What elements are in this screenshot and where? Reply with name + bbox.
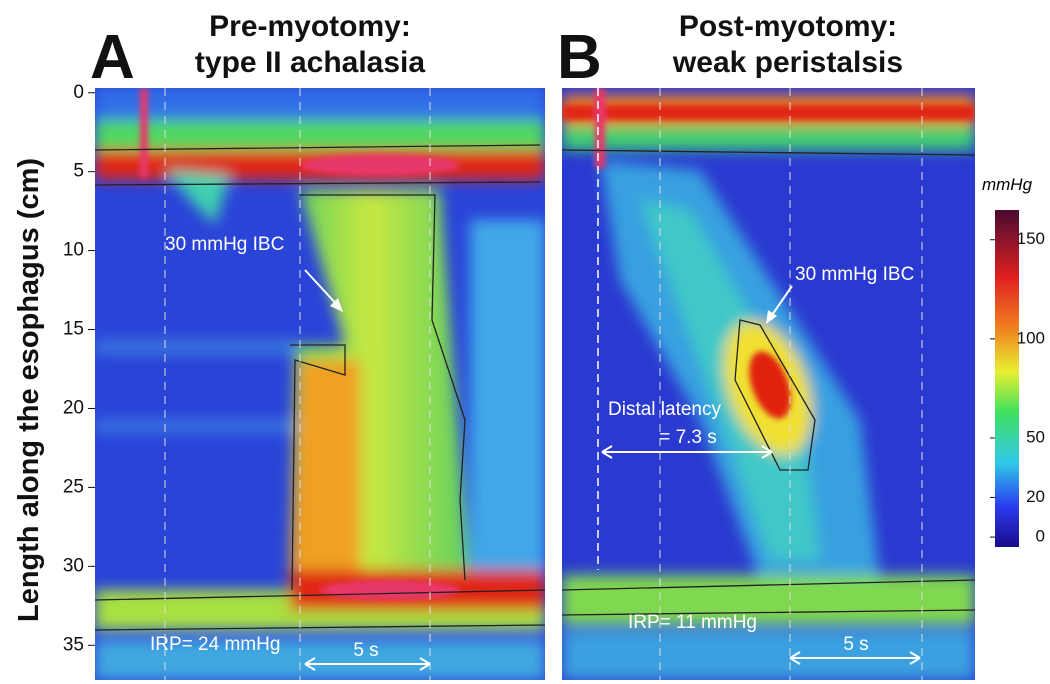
colorbar-tick-label: 100 <box>1017 328 1045 347</box>
y-axis-label: Length along the esophagus (cm) <box>13 158 45 622</box>
arrow <box>601 445 773 459</box>
annotation: IRP= 11 mmHg <box>628 612 757 633</box>
annotation: Distal latency <box>608 399 721 420</box>
arrow <box>789 651 921 665</box>
arrow <box>769 285 793 319</box>
arrow-head <box>766 310 777 324</box>
panel-title: Post-myotomy: <box>679 10 897 43</box>
colorbar-tick-label: 150 <box>1017 229 1045 248</box>
colorbar-label: mmHg <box>982 175 1033 194</box>
y-tick-label: 15 <box>63 319 84 340</box>
y-tick-label: 0 <box>73 82 84 103</box>
annotation: 30 mmHg IBC <box>165 234 284 255</box>
annotation: 30 mmHg IBC <box>795 264 914 285</box>
y-tick-label: 20 <box>63 397 84 418</box>
arrow <box>304 269 341 309</box>
panel-title: Pre-myotomy: <box>209 10 411 43</box>
y-tick-label: 35 <box>63 634 84 655</box>
y-tick-label: 5 <box>73 161 84 182</box>
colorbar <box>995 210 1019 547</box>
colorbar-tick-label: 20 <box>1026 487 1045 506</box>
annotation: 5 s <box>353 640 378 661</box>
panel-letter: B <box>557 23 602 92</box>
panel-letter: A <box>90 23 135 92</box>
panel-title: type II achalasia <box>195 46 425 79</box>
annotation: 5 s <box>843 634 868 655</box>
annotation: = 7.3 s <box>659 427 717 448</box>
colorbar-tick-label: 0 <box>1036 527 1045 546</box>
arrow <box>304 657 431 671</box>
y-tick-label: 25 <box>63 476 84 497</box>
panel-title: weak peristalsis <box>672 46 903 79</box>
y-tick-label: 10 <box>63 240 84 261</box>
arrow-head <box>330 298 343 312</box>
heatmap-a <box>95 88 545 680</box>
y-tick-label: 30 <box>63 555 84 576</box>
heatmap-b <box>562 88 975 680</box>
annotation: IRP= 24 mmHg <box>150 634 280 655</box>
colorbar-tick-label: 50 <box>1026 427 1045 446</box>
